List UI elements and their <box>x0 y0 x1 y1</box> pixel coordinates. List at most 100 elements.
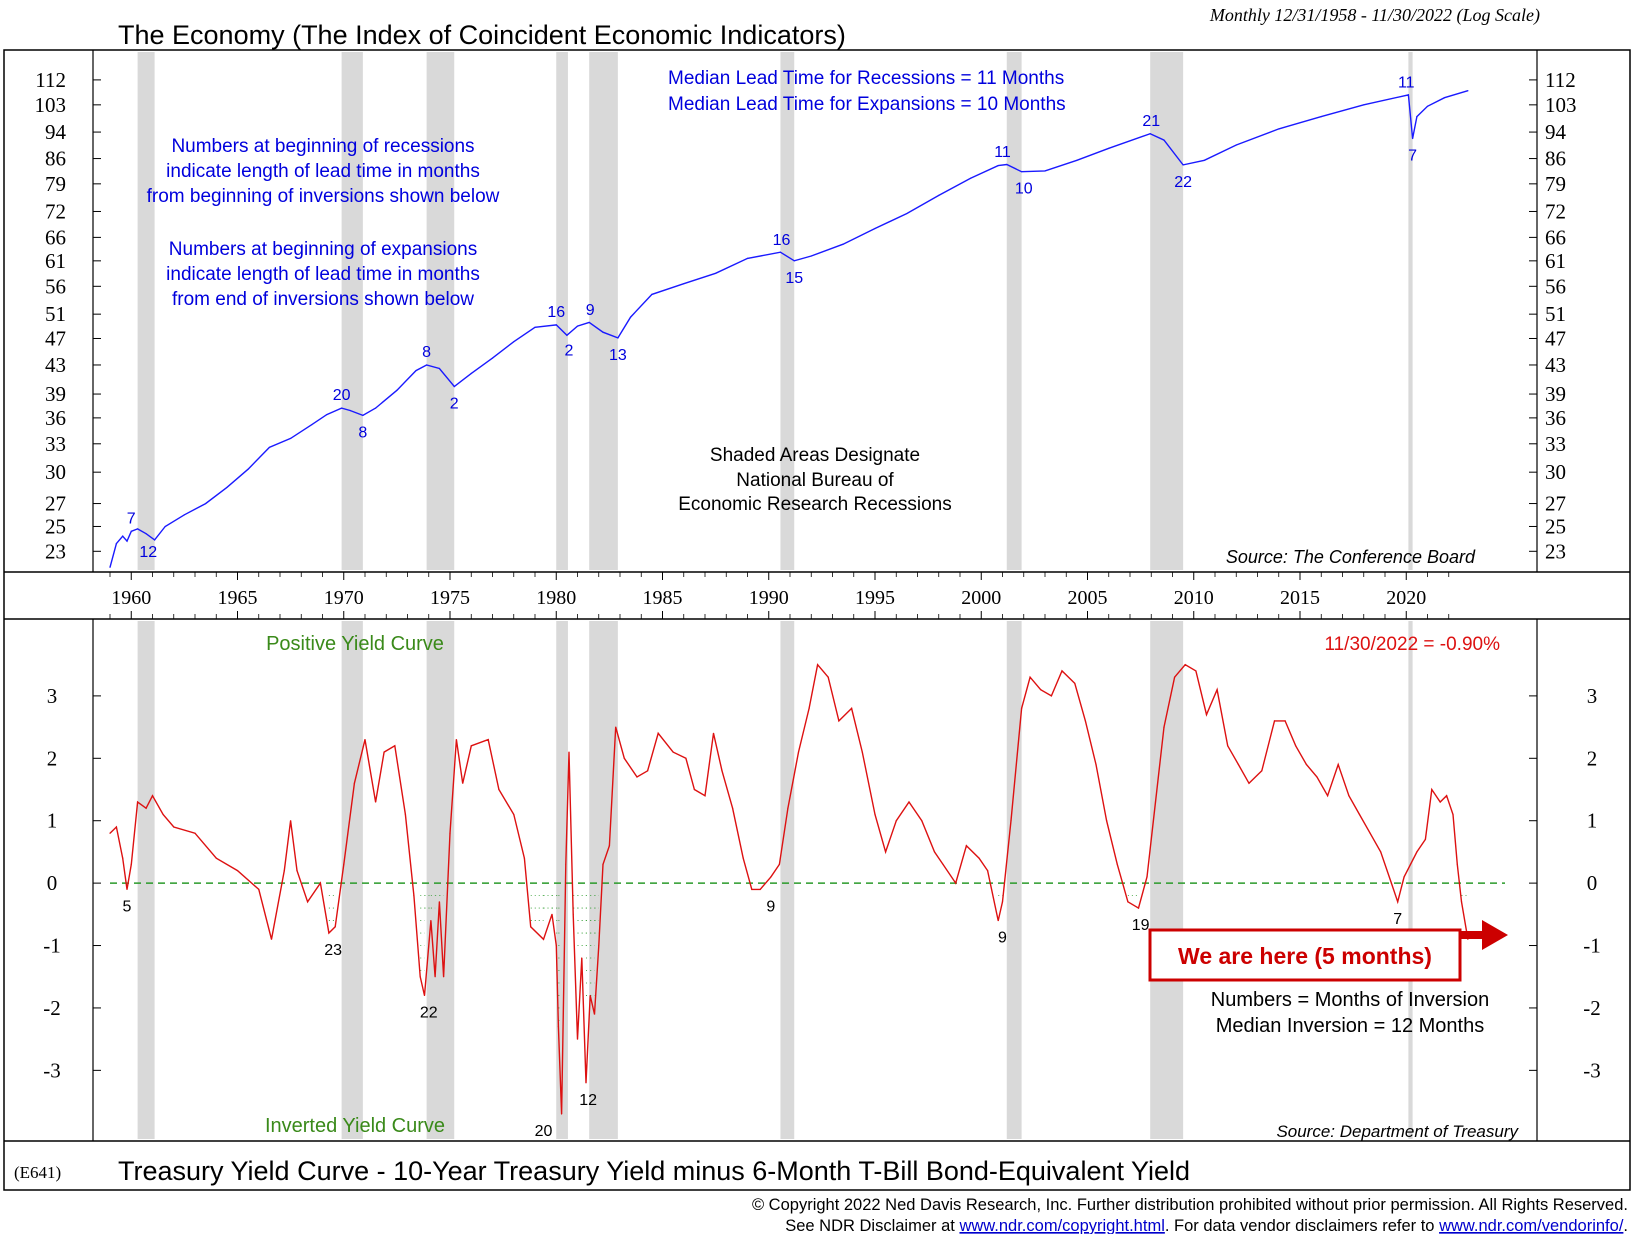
spread-point <box>581 957 583 959</box>
y-tick-label: 112 <box>35 68 66 92</box>
chart-title: The Economy (The Index of Coincident Eco… <box>118 20 846 50</box>
spread-point <box>523 857 525 859</box>
index-point <box>566 334 568 336</box>
spread-point <box>413 895 415 897</box>
y-tick-label: 79 <box>45 172 66 196</box>
index-point <box>226 486 228 489</box>
y-tick-label: 23 <box>1545 539 1566 563</box>
spread-point <box>430 919 432 922</box>
spread-point <box>732 807 734 809</box>
spread-point <box>1337 763 1339 766</box>
spread-point <box>1163 726 1165 728</box>
spread-point <box>470 745 472 747</box>
spread-point <box>383 751 385 753</box>
spread-point <box>1227 745 1229 747</box>
copyright-text: © Copyright 2022 Ned Davis Research, Inc… <box>752 1196 1628 1214</box>
index-point <box>651 293 653 295</box>
top-source: Source: The Conference Board <box>1226 547 1476 567</box>
inversion-months-label: 7 <box>1393 911 1402 928</box>
spread-point <box>394 745 396 747</box>
recession-shade <box>556 52 568 570</box>
spread-point <box>742 857 744 859</box>
lead-time-label: 7 <box>1408 147 1417 164</box>
spread-point <box>647 770 649 772</box>
recession-shade <box>426 621 455 1139</box>
expansion-note-line-2: indicate length of lead time in months <box>166 264 480 285</box>
spread-point <box>751 888 753 890</box>
spread-point <box>1452 813 1454 816</box>
spread-point <box>1273 720 1276 722</box>
spread-point <box>137 801 139 803</box>
index-point <box>115 543 117 545</box>
index-point <box>906 212 908 215</box>
x-tick-label: 1960 <box>111 587 151 609</box>
recession-shade <box>341 621 363 1139</box>
spread-point <box>770 876 772 878</box>
spread-point <box>1050 695 1052 697</box>
spread-point <box>602 863 604 865</box>
spread-point <box>443 976 445 978</box>
spread-point <box>721 770 723 772</box>
recession-shades-bottom <box>137 621 1413 1139</box>
spread-point <box>1446 795 1448 797</box>
spread-point <box>130 863 132 865</box>
spread-point <box>343 863 345 865</box>
index-point <box>1149 133 1151 135</box>
y-tick-label: -2 <box>1583 996 1601 1020</box>
y-tick-label: 66 <box>45 225 66 249</box>
spread-point <box>1295 745 1297 747</box>
spread-point <box>122 857 124 859</box>
spread-point <box>557 1026 559 1028</box>
spread-point <box>296 870 298 872</box>
spread-point <box>672 751 674 753</box>
median-recession-text: Median Lead Time for Recessions = 11 Mon… <box>668 68 1064 89</box>
index-point <box>602 331 604 333</box>
spread-point <box>1021 707 1023 709</box>
spread-point <box>487 738 489 741</box>
spread-point <box>987 870 989 872</box>
recession-shade <box>1408 52 1413 570</box>
index-point <box>326 413 328 416</box>
vendorinfo-link[interactable]: www.ndr.com/vendorinfo/ <box>1438 1217 1624 1234</box>
spread-point <box>162 813 164 816</box>
index-point <box>438 367 440 370</box>
y-tick-label: 39 <box>45 382 66 406</box>
spread-point <box>797 751 800 753</box>
y-tick-label: 112 <box>1545 68 1576 92</box>
spread-point <box>1084 720 1086 722</box>
spread-point <box>194 832 196 834</box>
spread-point <box>1137 907 1140 909</box>
shaded-note-line-2: National Bureau of <box>736 470 894 491</box>
index-point <box>1443 97 1446 99</box>
spread-point <box>1116 863 1118 865</box>
index-point <box>1235 144 1237 146</box>
lead-time-label: 16 <box>547 304 565 321</box>
spread-point <box>1424 838 1426 841</box>
spread-point <box>1029 676 1031 678</box>
months-of-inversion-note: Numbers = Months of Inversion <box>1211 989 1489 1011</box>
inverted-curve-label: Inverted Yield Curve <box>265 1115 445 1137</box>
spread-point <box>978 857 980 859</box>
y-tick-label: 61 <box>45 249 66 273</box>
index-point <box>1467 90 1469 92</box>
lead-time-label: 2 <box>565 342 574 359</box>
index-point <box>122 535 124 537</box>
y-tick-label: 27 <box>45 492 66 516</box>
spread-point <box>1380 851 1382 853</box>
spread-point <box>1127 901 1129 903</box>
y-tick-label: -3 <box>1583 1058 1601 1082</box>
spread-point <box>1001 901 1004 903</box>
index-point <box>1021 171 1023 173</box>
copyright-link[interactable]: www.ndr.com/copyright.html <box>958 1217 1164 1234</box>
index-point <box>311 423 313 426</box>
index-point <box>109 566 111 568</box>
y-tick-label: 72 <box>45 199 66 223</box>
lead-time-label: 8 <box>358 424 367 441</box>
inversion-months-label: 22 <box>420 1004 438 1021</box>
y-tick-label: 51 <box>45 302 66 326</box>
y-tick-label: 43 <box>1545 353 1566 377</box>
spread-point <box>1261 770 1263 772</box>
spread-point <box>955 882 957 884</box>
